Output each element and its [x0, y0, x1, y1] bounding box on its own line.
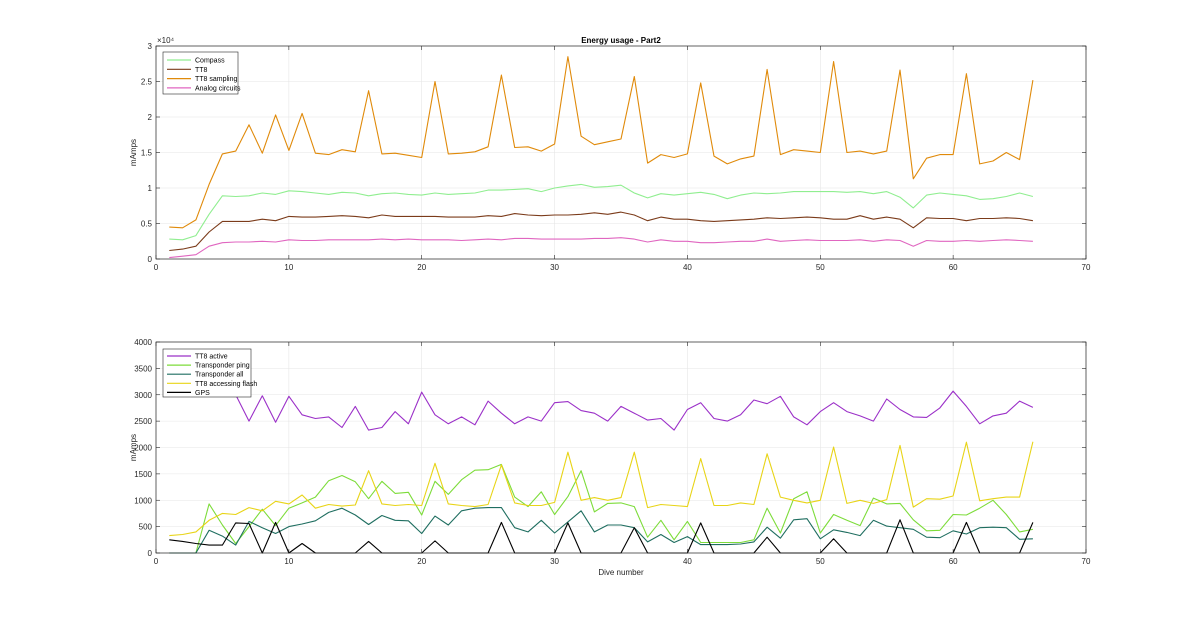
x-tick-label: 10 — [284, 557, 293, 566]
legend: TT8 active Transponder ping Transponder al… — [162, 348, 257, 398]
legend-box — [162, 51, 239, 95]
x-tick-label: 40 — [683, 557, 692, 566]
x-tick-label: 50 — [816, 263, 825, 272]
y-tick-label: 1 — [148, 184, 153, 193]
y-tick-label: 1500 — [134, 470, 152, 479]
y-tick-label: 2000 — [134, 444, 152, 453]
y-axis-label: mAmps — [129, 434, 138, 461]
x-tick-label: 50 — [816, 557, 825, 566]
y-tick-label: 0 — [148, 255, 153, 264]
legend-entry: TT8 — [195, 67, 208, 74]
series-group — [169, 390, 1034, 554]
series-line-tt8-active — [235, 390, 1034, 431]
x-tick-label: 0 — [154, 557, 159, 566]
series-line-analog-circuits — [169, 237, 1033, 259]
x-tick-label: 0 — [154, 263, 159, 272]
y-axis-label: mAmps — [129, 139, 138, 166]
series-line-compass — [169, 183, 1034, 241]
series-group — [169, 56, 1034, 259]
x-tick-label: 30 — [550, 263, 559, 272]
legend-entry: Analog circuits — [195, 85, 241, 92]
x-tick-label: 70 — [1082, 557, 1091, 566]
legend-entry: TT8 accessing flash — [195, 381, 257, 388]
y-tick-label: 1000 — [134, 496, 152, 505]
x-tick-label: 60 — [949, 263, 958, 272]
y-tick-label: 500 — [139, 523, 153, 532]
series-line-transponder-all — [169, 507, 1033, 554]
series-line-tt8-sampling — [169, 56, 1034, 229]
y-tick-label: 2.5 — [141, 78, 153, 87]
x-tick-label: 70 — [1082, 263, 1091, 272]
legend-entry: Compass — [195, 58, 225, 65]
top-plot-energy-part2: 0 10 20 30 40 50 60 70 0 0.5 1 1.5 2 2.5 3 ×10⁴ Energy u… — [129, 36, 1091, 272]
y-tick-label: 1.5 — [141, 149, 153, 158]
legend-entry: Transponder ping — [195, 363, 250, 370]
chart-title: Energy usage - Part2 — [581, 36, 661, 45]
x-axis-label: Dive number — [598, 568, 644, 577]
series-line-tt8 — [169, 211, 1033, 252]
legend-entry: GPS — [195, 390, 210, 397]
series-line-tt8-accessing-flash — [169, 441, 1034, 537]
legend-entry: TT8 sampling — [195, 76, 238, 83]
y-exponent-label: ×10⁴ — [157, 36, 175, 45]
y-tick-label: 3000 — [134, 391, 152, 400]
y-tick-label: 3 — [148, 42, 153, 51]
legend-entry: Transponder all — [195, 372, 244, 379]
x-tick-label: 10 — [284, 263, 293, 272]
x-tick-label: 40 — [683, 263, 692, 272]
bottom-plot-dive-energy: 0 10 20 30 40 50 60 70 0 500 1000 1500 2000 2500 3000 3… — [129, 338, 1091, 577]
legend-entry: TT8 active — [195, 354, 228, 361]
y-tick-label: 0 — [148, 549, 153, 558]
x-tick-label: 20 — [417, 557, 426, 566]
y-tick-label: 3500 — [134, 364, 152, 373]
y-tick-label: 2 — [148, 113, 153, 122]
series-line-transponder-ping — [169, 463, 1034, 554]
x-tick-label: 60 — [949, 557, 958, 566]
y-tick-label: 2500 — [134, 417, 152, 426]
x-tick-label: 20 — [417, 263, 426, 272]
x-tick-label: 30 — [550, 557, 559, 566]
legend-box — [162, 348, 252, 398]
y-tick-label: 0.5 — [141, 220, 153, 229]
legend: Compass TT8 TT8 sampling Analog circuits — [162, 51, 241, 95]
y-tick-label: 4000 — [134, 338, 152, 347]
